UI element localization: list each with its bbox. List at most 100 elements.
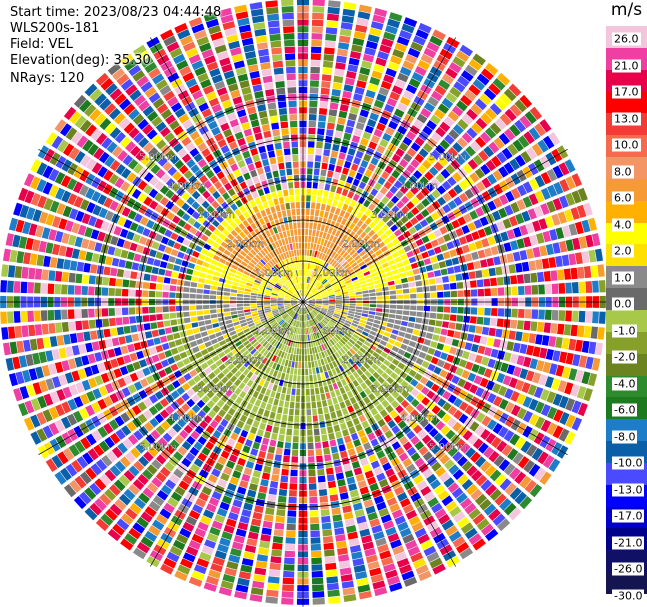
velocity-bin — [520, 151, 532, 164]
velocity-bin — [269, 439, 277, 447]
velocity-bin — [282, 276, 287, 282]
velocity-bin — [323, 542, 334, 550]
velocity-bin — [361, 313, 369, 318]
velocity-bin — [226, 245, 234, 253]
velocity-bin — [356, 80, 367, 89]
velocity-bin — [308, 303, 315, 306]
velocity-bin — [310, 80, 319, 87]
velocity-bin — [205, 91, 217, 101]
velocity-bin — [281, 358, 286, 366]
velocity-bin — [291, 361, 295, 368]
velocity-bin — [164, 270, 173, 277]
velocity-bin — [248, 276, 255, 282]
velocity-bin — [391, 85, 403, 95]
velocity-bin — [307, 305, 313, 310]
velocity-bin — [376, 367, 384, 376]
velocity-bin — [168, 255, 176, 263]
velocity-bin — [309, 312, 314, 319]
velocity-bin — [443, 313, 450, 321]
velocity-bin — [243, 340, 250, 347]
velocity-bin — [339, 104, 349, 112]
velocity-bin — [406, 130, 417, 141]
velocity-bin — [480, 112, 493, 125]
velocity-bin — [363, 96, 374, 105]
velocity-bin — [322, 536, 334, 544]
velocity-bin — [330, 220, 336, 228]
velocity-bin — [23, 173, 35, 187]
velocity-bin — [252, 268, 259, 274]
velocity-bin — [534, 175, 546, 188]
velocity-bin — [79, 471, 92, 485]
velocity-bin — [436, 236, 446, 245]
velocity-bin — [267, 382, 274, 390]
velocity-bin — [444, 459, 455, 470]
velocity-bin — [112, 523, 126, 536]
velocity-bin — [45, 350, 54, 362]
velocity-bin — [284, 323, 290, 330]
velocity-bin — [161, 342, 170, 351]
velocity-bin — [253, 317, 260, 322]
velocity-bin — [489, 103, 502, 116]
velocity-bin — [373, 495, 385, 505]
velocity-bin — [148, 230, 157, 240]
velocity-bin — [424, 423, 434, 433]
velocity-bin — [327, 170, 334, 178]
velocity-bin — [382, 308, 390, 313]
velocity-bin — [420, 208, 430, 218]
velocity-bin — [311, 39, 322, 47]
velocity-bin — [383, 237, 391, 245]
velocity-bin — [262, 239, 268, 247]
velocity-bin — [425, 380, 434, 389]
velocity-bin — [342, 429, 350, 437]
velocity-bin — [308, 297, 315, 300]
velocity-bin — [503, 242, 512, 252]
velocity-bin — [346, 317, 353, 322]
velocity-bin — [340, 574, 353, 582]
velocity-bin — [338, 554, 350, 562]
velocity-bin — [415, 357, 424, 366]
velocity-bin — [386, 210, 395, 219]
velocity-bin — [337, 395, 344, 403]
velocity-bin — [222, 367, 230, 376]
velocity-bin — [468, 271, 476, 279]
velocity-bin — [310, 326, 314, 334]
velocity-bin — [175, 305, 183, 312]
velocity-bin — [258, 362, 265, 370]
velocity-bin — [318, 352, 323, 359]
velocity-bin — [313, 290, 319, 295]
velocity-bin — [203, 85, 215, 95]
velocity-bin — [360, 159, 369, 169]
velocity-bin — [464, 527, 478, 540]
velocity-bin — [284, 359, 289, 367]
velocity-bin — [457, 474, 469, 486]
velocity-bin — [370, 157, 379, 166]
velocity-bin — [263, 216, 270, 224]
velocity-bin — [275, 233, 281, 241]
velocity-bin — [102, 318, 110, 328]
velocity-bin — [230, 229, 238, 237]
velocity-bin — [545, 348, 554, 361]
velocity-bin — [414, 223, 423, 232]
velocity-bin — [75, 210, 85, 222]
velocity-bin — [376, 308, 383, 312]
velocity-bin — [296, 382, 301, 389]
velocity-bin — [399, 326, 407, 332]
velocity-bin — [204, 341, 212, 348]
velocity-bin — [441, 413, 452, 424]
velocity-bin — [277, 441, 284, 448]
velocity-bin — [138, 332, 146, 341]
velocity-bin — [306, 188, 312, 195]
velocity-bin — [251, 310, 258, 314]
velocity-bin — [239, 319, 247, 324]
velocity-bin — [238, 382, 246, 390]
velocity-bin — [322, 67, 333, 75]
velocity-bin — [558, 162, 570, 176]
velocity-bin — [313, 325, 317, 332]
velocity-bin — [327, 291, 335, 295]
velocity-bin — [243, 328, 250, 334]
velocity-bin — [65, 127, 78, 141]
velocity-bin — [461, 244, 470, 254]
velocity-bin — [306, 283, 310, 290]
velocity-bin — [591, 233, 601, 247]
velocity-bin — [291, 298, 298, 301]
